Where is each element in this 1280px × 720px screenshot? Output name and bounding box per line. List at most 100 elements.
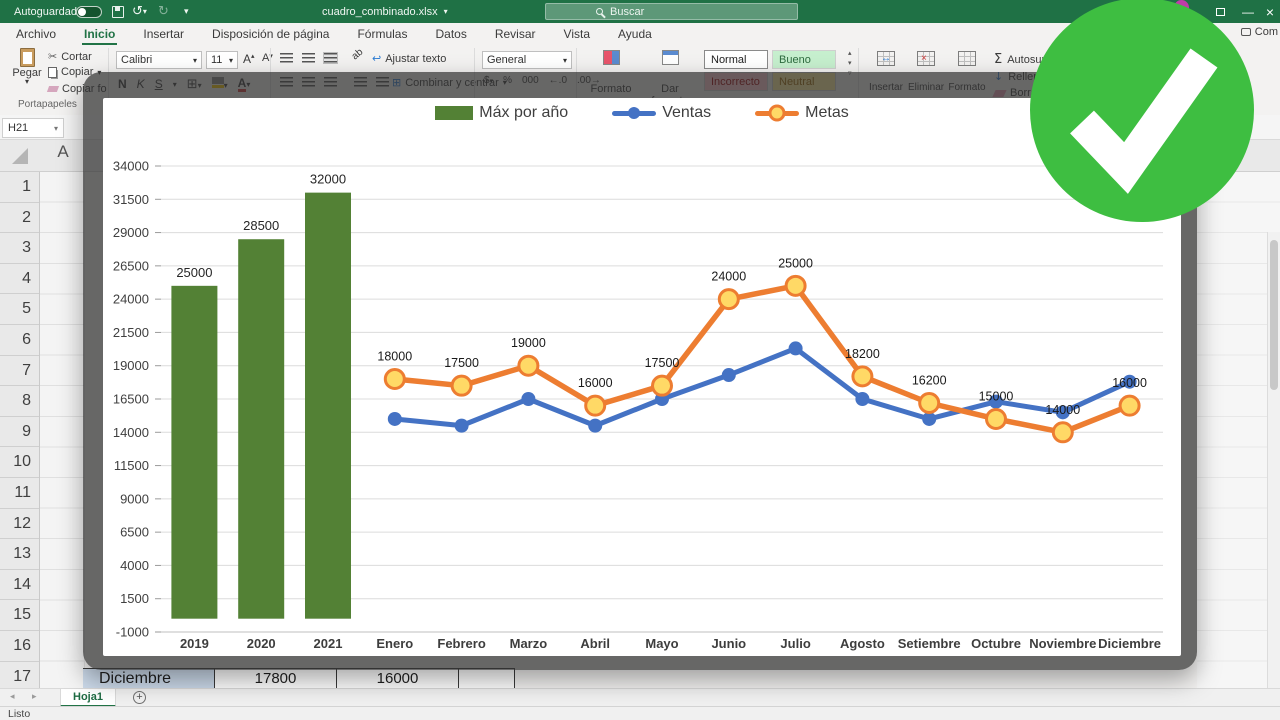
- search-input[interactable]: Buscar: [545, 3, 798, 20]
- ribbon-tab-revisar[interactable]: Revisar: [494, 27, 536, 41]
- align-bottom-icon[interactable]: [323, 52, 338, 64]
- combo-chart: -1000 1500 4000 6500 9000 11500 14000 16500 1900…: [113, 159, 1163, 651]
- svg-text:Diciembre: Diciembre: [1098, 636, 1161, 651]
- paste-button[interactable]: Pegar ▾: [8, 48, 46, 96]
- delete-cells-icon: ×: [917, 51, 935, 66]
- column-header-a[interactable]: A: [57, 142, 69, 161]
- increase-font-icon[interactable]: A▴: [243, 52, 255, 66]
- cell-style-bueno[interactable]: Bueno: [772, 50, 836, 69]
- ribbon-tab-disposición-de-página[interactable]: Disposición de página: [212, 27, 330, 41]
- font-family-select[interactable]: Calibri ▾: [116, 51, 202, 69]
- close-window-icon[interactable]: ×: [1265, 3, 1275, 20]
- svg-text:2021: 2021: [314, 636, 343, 651]
- vertical-scrollbar[interactable]: [1267, 232, 1280, 688]
- comments-button[interactable]: Com: [1240, 26, 1278, 38]
- font-size-select[interactable]: 11 ▾: [206, 51, 238, 69]
- new-sheet-icon[interactable]: +: [133, 691, 146, 704]
- sheet-tab-strip: ◂ ▸ Hoja1 +: [0, 688, 1280, 707]
- select-all-corner[interactable]: [12, 148, 28, 164]
- copy-icon: [48, 66, 57, 78]
- decrease-font-icon[interactable]: A▾: [262, 52, 273, 64]
- save-icon[interactable]: [112, 0, 124, 23]
- svg-text:16000: 16000: [1112, 376, 1147, 390]
- success-check-overlay: [1030, 0, 1254, 222]
- chart-window[interactable]: Máx por año Ventas Metas -1000 1500 4000 6500…: [83, 72, 1197, 670]
- svg-text:Enero: Enero: [376, 636, 413, 651]
- align-middle-icon[interactable]: [302, 53, 315, 63]
- restore-window-icon[interactable]: [1210, 0, 1230, 23]
- quick-access-menu-icon[interactable]: ▾: [184, 6, 189, 17]
- svg-text:25000: 25000: [176, 265, 212, 280]
- legend-label: Ventas: [662, 104, 712, 121]
- svg-text:1500: 1500: [120, 591, 149, 606]
- row-header-3[interactable]: 3: [0, 233, 39, 264]
- row-header-9[interactable]: 9: [0, 417, 39, 448]
- row-header-2[interactable]: 2: [0, 203, 39, 234]
- row-header-7[interactable]: 7: [0, 356, 39, 387]
- cell-diciembre[interactable]: Diciembre: [83, 669, 215, 689]
- search-placeholder: Buscar: [610, 5, 645, 18]
- legend-item-metas: Metas: [755, 104, 849, 122]
- row-header-6[interactable]: 6: [0, 325, 39, 356]
- ribbon-tab-vista[interactable]: Vista: [563, 27, 590, 41]
- number-format-select[interactable]: General ▾: [482, 51, 572, 69]
- row-header-11[interactable]: 11: [0, 478, 39, 509]
- svg-text:11500: 11500: [114, 458, 149, 473]
- row-header-13[interactable]: 13: [0, 539, 39, 570]
- row-header-12[interactable]: 12: [0, 509, 39, 540]
- row-header-10[interactable]: 10: [0, 447, 39, 478]
- redo-icon[interactable]: ↻: [158, 4, 169, 19]
- svg-text:21500: 21500: [113, 325, 149, 340]
- row-header-14[interactable]: 14: [0, 570, 39, 601]
- ribbon-tab-insertar[interactable]: Insertar: [143, 27, 185, 41]
- svg-text:Febrero: Febrero: [437, 636, 485, 651]
- cell-empty[interactable]: [459, 669, 515, 689]
- ribbon-tab-ayuda[interactable]: Ayuda: [618, 27, 652, 41]
- orientation-icon[interactable]: ab: [349, 46, 366, 63]
- ribbon-tab-datos[interactable]: Datos: [435, 27, 467, 41]
- sheet-nav-left-icon[interactable]: ◂: [10, 692, 15, 702]
- row-header-8[interactable]: 8: [0, 386, 39, 417]
- vertical-align-row: [280, 52, 338, 64]
- svg-text:14000: 14000: [113, 425, 149, 440]
- undo-icon[interactable]: ↺ ▾: [132, 4, 147, 19]
- ribbon-tab-archivo[interactable]: Archivo: [16, 27, 57, 41]
- cell-16000[interactable]: 16000: [337, 669, 459, 689]
- svg-text:Agosto: Agosto: [840, 636, 885, 651]
- ribbon-tab-fórmulas[interactable]: Fórmulas: [357, 27, 408, 41]
- paste-clipboard-icon: [19, 48, 35, 67]
- svg-text:31500: 31500: [113, 192, 149, 207]
- cell-17800[interactable]: 17800: [215, 669, 337, 689]
- title-bar: Autoguardado ↺ ▾ ↻ ▾ cuadro_combinado.xls…: [0, 0, 1280, 23]
- autosave-toggle[interactable]: [76, 0, 102, 23]
- wrap-text-button[interactable]: ↩ Ajustar texto: [372, 52, 447, 65]
- check-circle-icon: [1030, 0, 1254, 222]
- legend-swatch: [612, 107, 657, 119]
- row-header-16[interactable]: 16: [0, 631, 39, 662]
- svg-text:28500: 28500: [243, 218, 279, 233]
- cut-button[interactable]: ✂ Cortar: [48, 50, 92, 63]
- cell-style-normal[interactable]: Normal: [704, 50, 768, 69]
- column-a-cells[interactable]: [40, 172, 85, 688]
- row-header-1[interactable]: 1: [0, 172, 39, 203]
- align-top-icon[interactable]: [280, 53, 293, 63]
- sheet-nav-right-icon[interactable]: ▸: [32, 692, 37, 702]
- format-painter-brush-icon: [46, 86, 60, 92]
- format-cells-icon: [958, 51, 976, 66]
- row-header-15[interactable]: 15: [0, 600, 39, 631]
- svg-text:Setiembre: Setiembre: [898, 636, 961, 651]
- name-box[interactable]: H21 ▾: [2, 118, 64, 138]
- row-header-4[interactable]: 4: [0, 264, 39, 295]
- legend-item-máx-por-año: Máx por año: [435, 104, 568, 122]
- svg-text:19000: 19000: [511, 336, 546, 350]
- sheet-tab-hoja1[interactable]: Hoja1: [60, 689, 116, 707]
- sigma-icon: Σ: [994, 52, 1003, 67]
- ribbon-tab-inicio[interactable]: Inicio: [82, 24, 118, 46]
- grid-right-area[interactable]: [1197, 172, 1280, 688]
- legend-swatch: [755, 104, 800, 122]
- legend-label: Metas: [805, 104, 849, 121]
- scrollbar-thumb[interactable]: [1270, 240, 1278, 390]
- document-title[interactable]: cuadro_combinado.xlsx ▾: [322, 5, 448, 18]
- minimize-window-icon[interactable]: —: [1242, 4, 1254, 19]
- row-header-5[interactable]: 5: [0, 294, 39, 325]
